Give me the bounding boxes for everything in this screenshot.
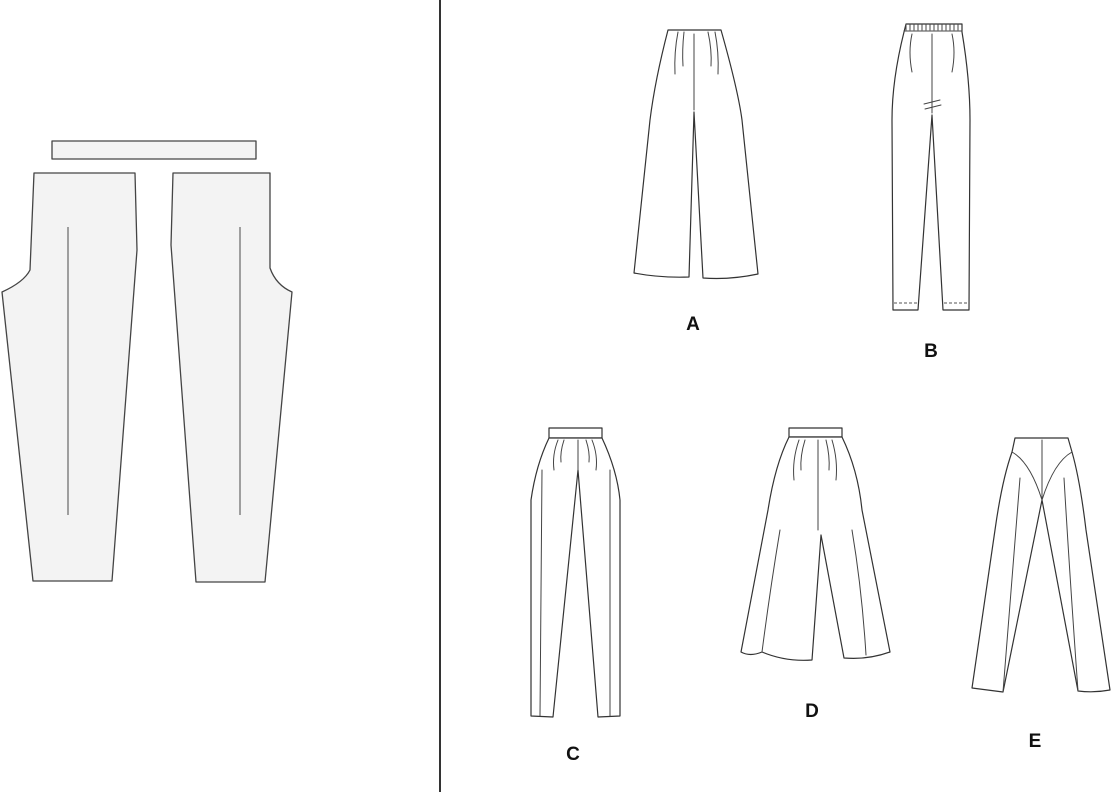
view-c-drawing [530,427,621,718]
view-a-drawing [633,29,759,280]
view-b-drawing [891,23,971,311]
view-b-label: B [924,341,938,362]
view-c-label: C [566,744,580,765]
view-d-label: D [805,701,819,722]
view-d-drawing [740,427,891,661]
view-e-label: E [1029,731,1042,752]
back-pants-piece [170,172,293,583]
pattern-pieces [1,140,293,583]
front-pants-piece [1,172,138,582]
view-a-label: A [686,314,700,335]
view-e-drawing [971,437,1111,693]
waistband-piece [51,140,257,160]
